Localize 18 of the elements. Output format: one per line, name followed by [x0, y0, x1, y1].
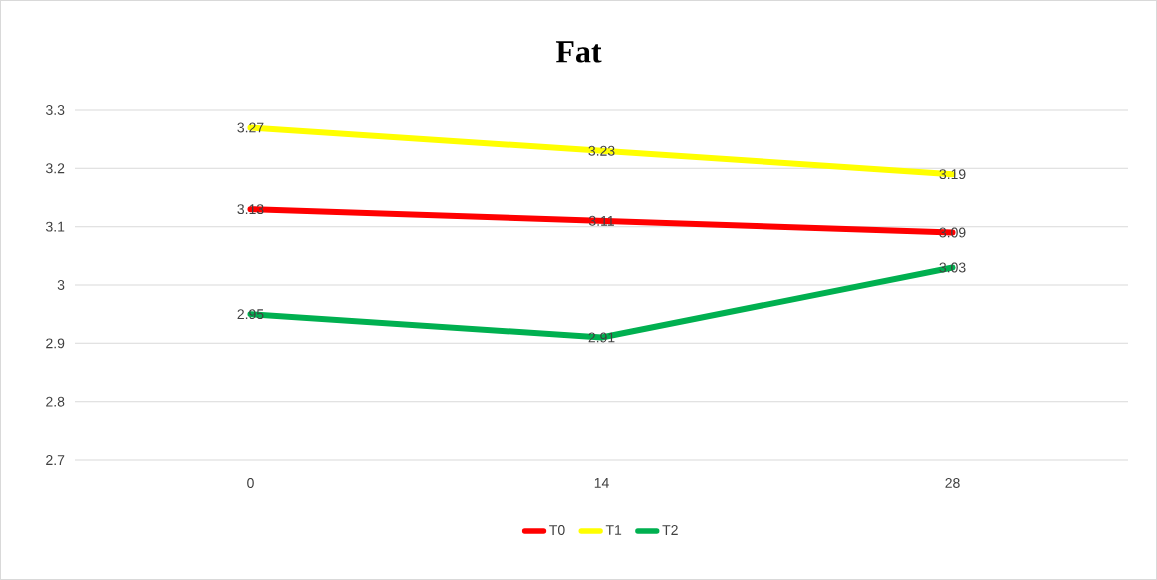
y-tick-label: 3 — [57, 280, 65, 290]
x-tick-label: 14 — [594, 478, 609, 488]
y-tick-label: 3.1 — [45, 221, 65, 232]
x-tick-label: 0 — [247, 478, 254, 488]
data-label: 3.23 — [588, 145, 615, 156]
data-label: 3.03 — [939, 262, 966, 273]
y-tick-label: 2.8 — [46, 396, 65, 407]
y-tick-label: 2.7 — [46, 455, 65, 465]
y-tick-label: 2.9 — [46, 338, 65, 349]
x-tick-label: 28 — [945, 478, 960, 488]
legend-label: T2 — [662, 525, 678, 535]
data-label: 3.09 — [939, 227, 966, 238]
y-tick-label: 3.2 — [45, 163, 65, 174]
y-tick-label: 3.3 — [45, 105, 65, 115]
data-label: 3.11 — [588, 215, 614, 226]
legend-label: T0 — [549, 525, 565, 536]
legend-label: T1 — [605, 525, 622, 535]
chart-title: Fat — [555, 41, 602, 63]
